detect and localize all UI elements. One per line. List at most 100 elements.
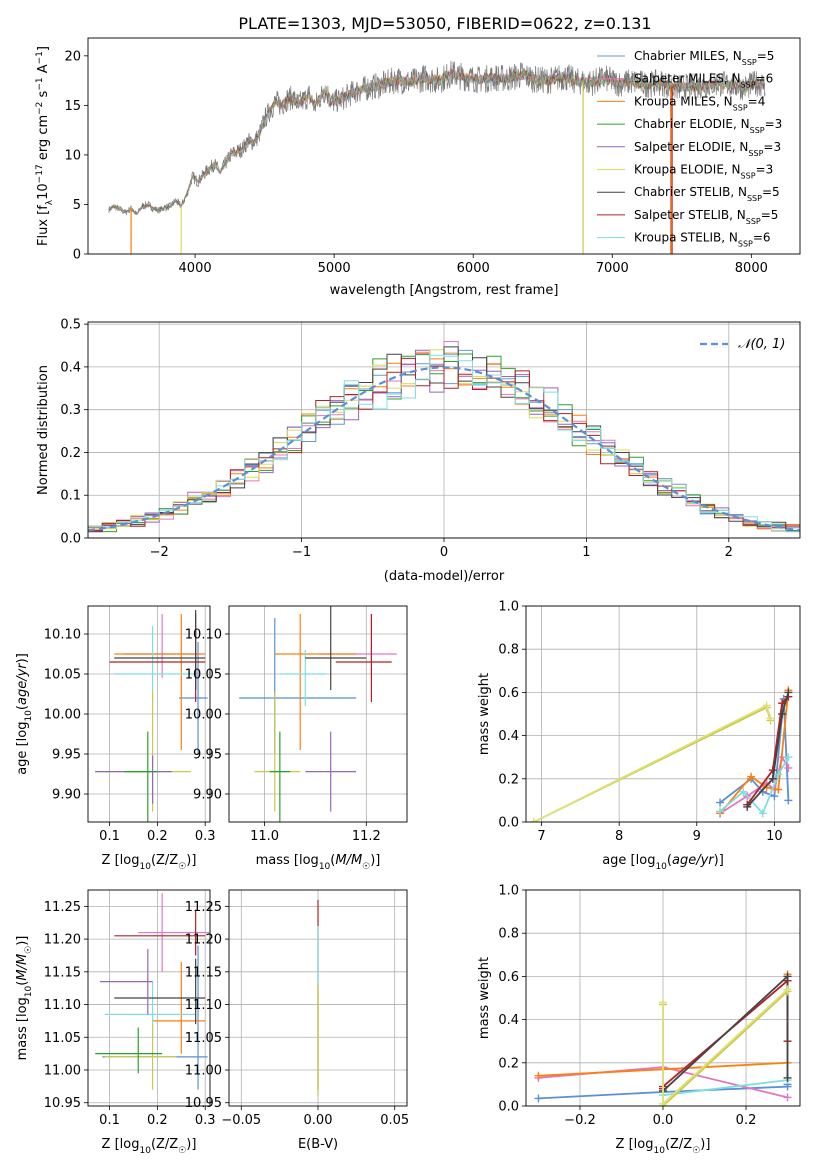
mass-vs-metallicity-panel: 0.1 0.2 0.3 10.95 11.00 11.05 11.10 11.15 11.20 1… [15,889,216,1156]
y-tick-label: 10 [64,148,81,163]
x-tick-label: 5000 [318,261,351,276]
error-bar-point [274,614,357,750]
plot-area [534,970,792,1106]
y-tick-label: 5 [73,198,81,213]
y-tick-label: 9.90 [52,788,81,803]
weight-marker [784,796,793,805]
error-bar-point [114,958,206,1025]
y-tick-label: 11.15 [44,965,81,980]
error-bar-point [239,618,357,754]
weight-marker [659,1099,667,1106]
weight-marker [768,774,777,783]
y-axis-label: mass [log10(M/M☉)] [15,936,34,1061]
y-tick-label: 11.15 [185,965,222,980]
legend-entry: Kroupa STELIB, NSSP=6 [634,231,771,249]
y-tick-label: 20 [64,49,81,64]
weight-marker [778,710,787,718]
y-tick-label: 10.05 [185,668,222,683]
x-axis-label: age [log10(age/yr)] [602,853,724,872]
residual-histogram [88,354,800,533]
y-tick-label: 11.00 [44,1064,81,1079]
y-tick-label: 10.00 [44,708,81,723]
y-tick-label: 11.25 [44,900,81,915]
x-tick-label: 1 [582,545,590,560]
axes-frame [525,889,801,1107]
plot-area [529,686,793,822]
x-tick-label: 0.0 [653,1113,674,1128]
error-bar-point [320,614,397,678]
y-tick-label: 10.10 [185,628,222,643]
x-tick-label: 11.0 [250,829,279,844]
axes-frame [228,889,408,1107]
weight-marker [534,1094,543,1103]
legend-entry: Salpeter MILES, NSSP=6 [634,72,773,90]
axes-frame [228,605,408,823]
y-tick-label: 9.95 [193,748,222,763]
x-tick-label: 0.1 [99,1113,120,1128]
x-tick-label: 4000 [179,261,212,276]
error-bar-point [335,614,392,702]
x-tick-label: 0.05 [380,1113,409,1128]
y-tick-label: 11.00 [185,1064,222,1079]
weight-marker [783,1093,792,1102]
legend-entry: Kroupa ELODIE, NSSP=3 [634,163,773,181]
y-tick-label: 10.95 [185,1096,222,1111]
y-tick-label: 0.6 [498,686,519,701]
x-tick-label: 0.3 [195,829,216,844]
plot-area [88,341,800,533]
legend-entry: Kroupa MILES, NSSP=4 [634,94,765,112]
weight-marker [716,798,725,807]
x-tick-label: 10 [766,829,783,844]
y-tick-label: 11.10 [44,998,81,1013]
plot-area [95,610,208,822]
x-tick-label: −0.2 [564,1113,596,1128]
x-tick-label: 0.00 [304,1113,333,1128]
y-tick-label: 10.95 [44,1096,81,1111]
y-tick-label: 0.8 [498,643,519,658]
weight-marker [739,787,748,796]
legend-entry: Salpeter STELIB, NSSP=5 [634,208,778,226]
x-tick-label: 11.2 [352,829,381,844]
x-tick-label: 6000 [457,261,490,276]
axes-frame [87,605,211,823]
legend-entry: Salpeter ELODIE, NSSP=3 [634,140,781,158]
x-tick-label: 0.2 [147,1113,168,1128]
weight-marker [784,753,793,762]
y-axis-label: Flux [fλ10−17 erg cm−2 s−1 A−1] [35,46,55,246]
legend-entry: 𝒩(0, 1) [738,337,785,352]
x-tick-label: 8 [615,829,623,844]
error-bar-point [114,610,206,690]
y-tick-label: 10.00 [185,708,222,723]
y-tick-label: 9.95 [52,748,81,763]
y-tick-label: 0.4 [498,1013,519,1028]
x-axis-label: Z [log10(Z/Z☉)] [102,1137,197,1156]
x-tick-label: 9 [693,829,701,844]
weight-series [746,696,790,806]
weight-marker [743,802,752,811]
error-bar-point [178,642,208,754]
axes-frame [87,889,211,1107]
error-bar-point [123,731,158,822]
weight-series [746,692,790,808]
x-axis-label: E(B-V) [298,1137,338,1152]
y-tick-label: 0 [73,248,81,263]
y-tick-label: 0.3 [60,403,81,418]
axes-frame [525,605,801,823]
weight-marker [783,985,792,994]
y-tick-label: 11.05 [44,1031,81,1046]
legend-entry: Chabrier STELIB, NSSP=5 [634,185,780,203]
error-bar-point [114,909,206,956]
y-tick-label: 11.05 [185,1031,222,1046]
y-tick-label: 11.20 [44,933,81,948]
model-spectrum [108,68,765,215]
x-tick-label: 0.1 [99,829,120,844]
x-axis-label: (data-model)/error [384,569,505,584]
y-tick-label: 0.0 [498,816,519,831]
x-tick-label: −1 [292,545,311,560]
x-tick-label: 0 [440,545,448,560]
y-tick-label: 0.8 [498,927,519,942]
figure-title: PLATE=1303, MJD=53050, FIBERID=0622, z=0… [238,14,651,33]
y-tick-label: 11.10 [185,998,222,1013]
weight-marker [784,764,793,772]
error-bar-point [138,893,210,972]
